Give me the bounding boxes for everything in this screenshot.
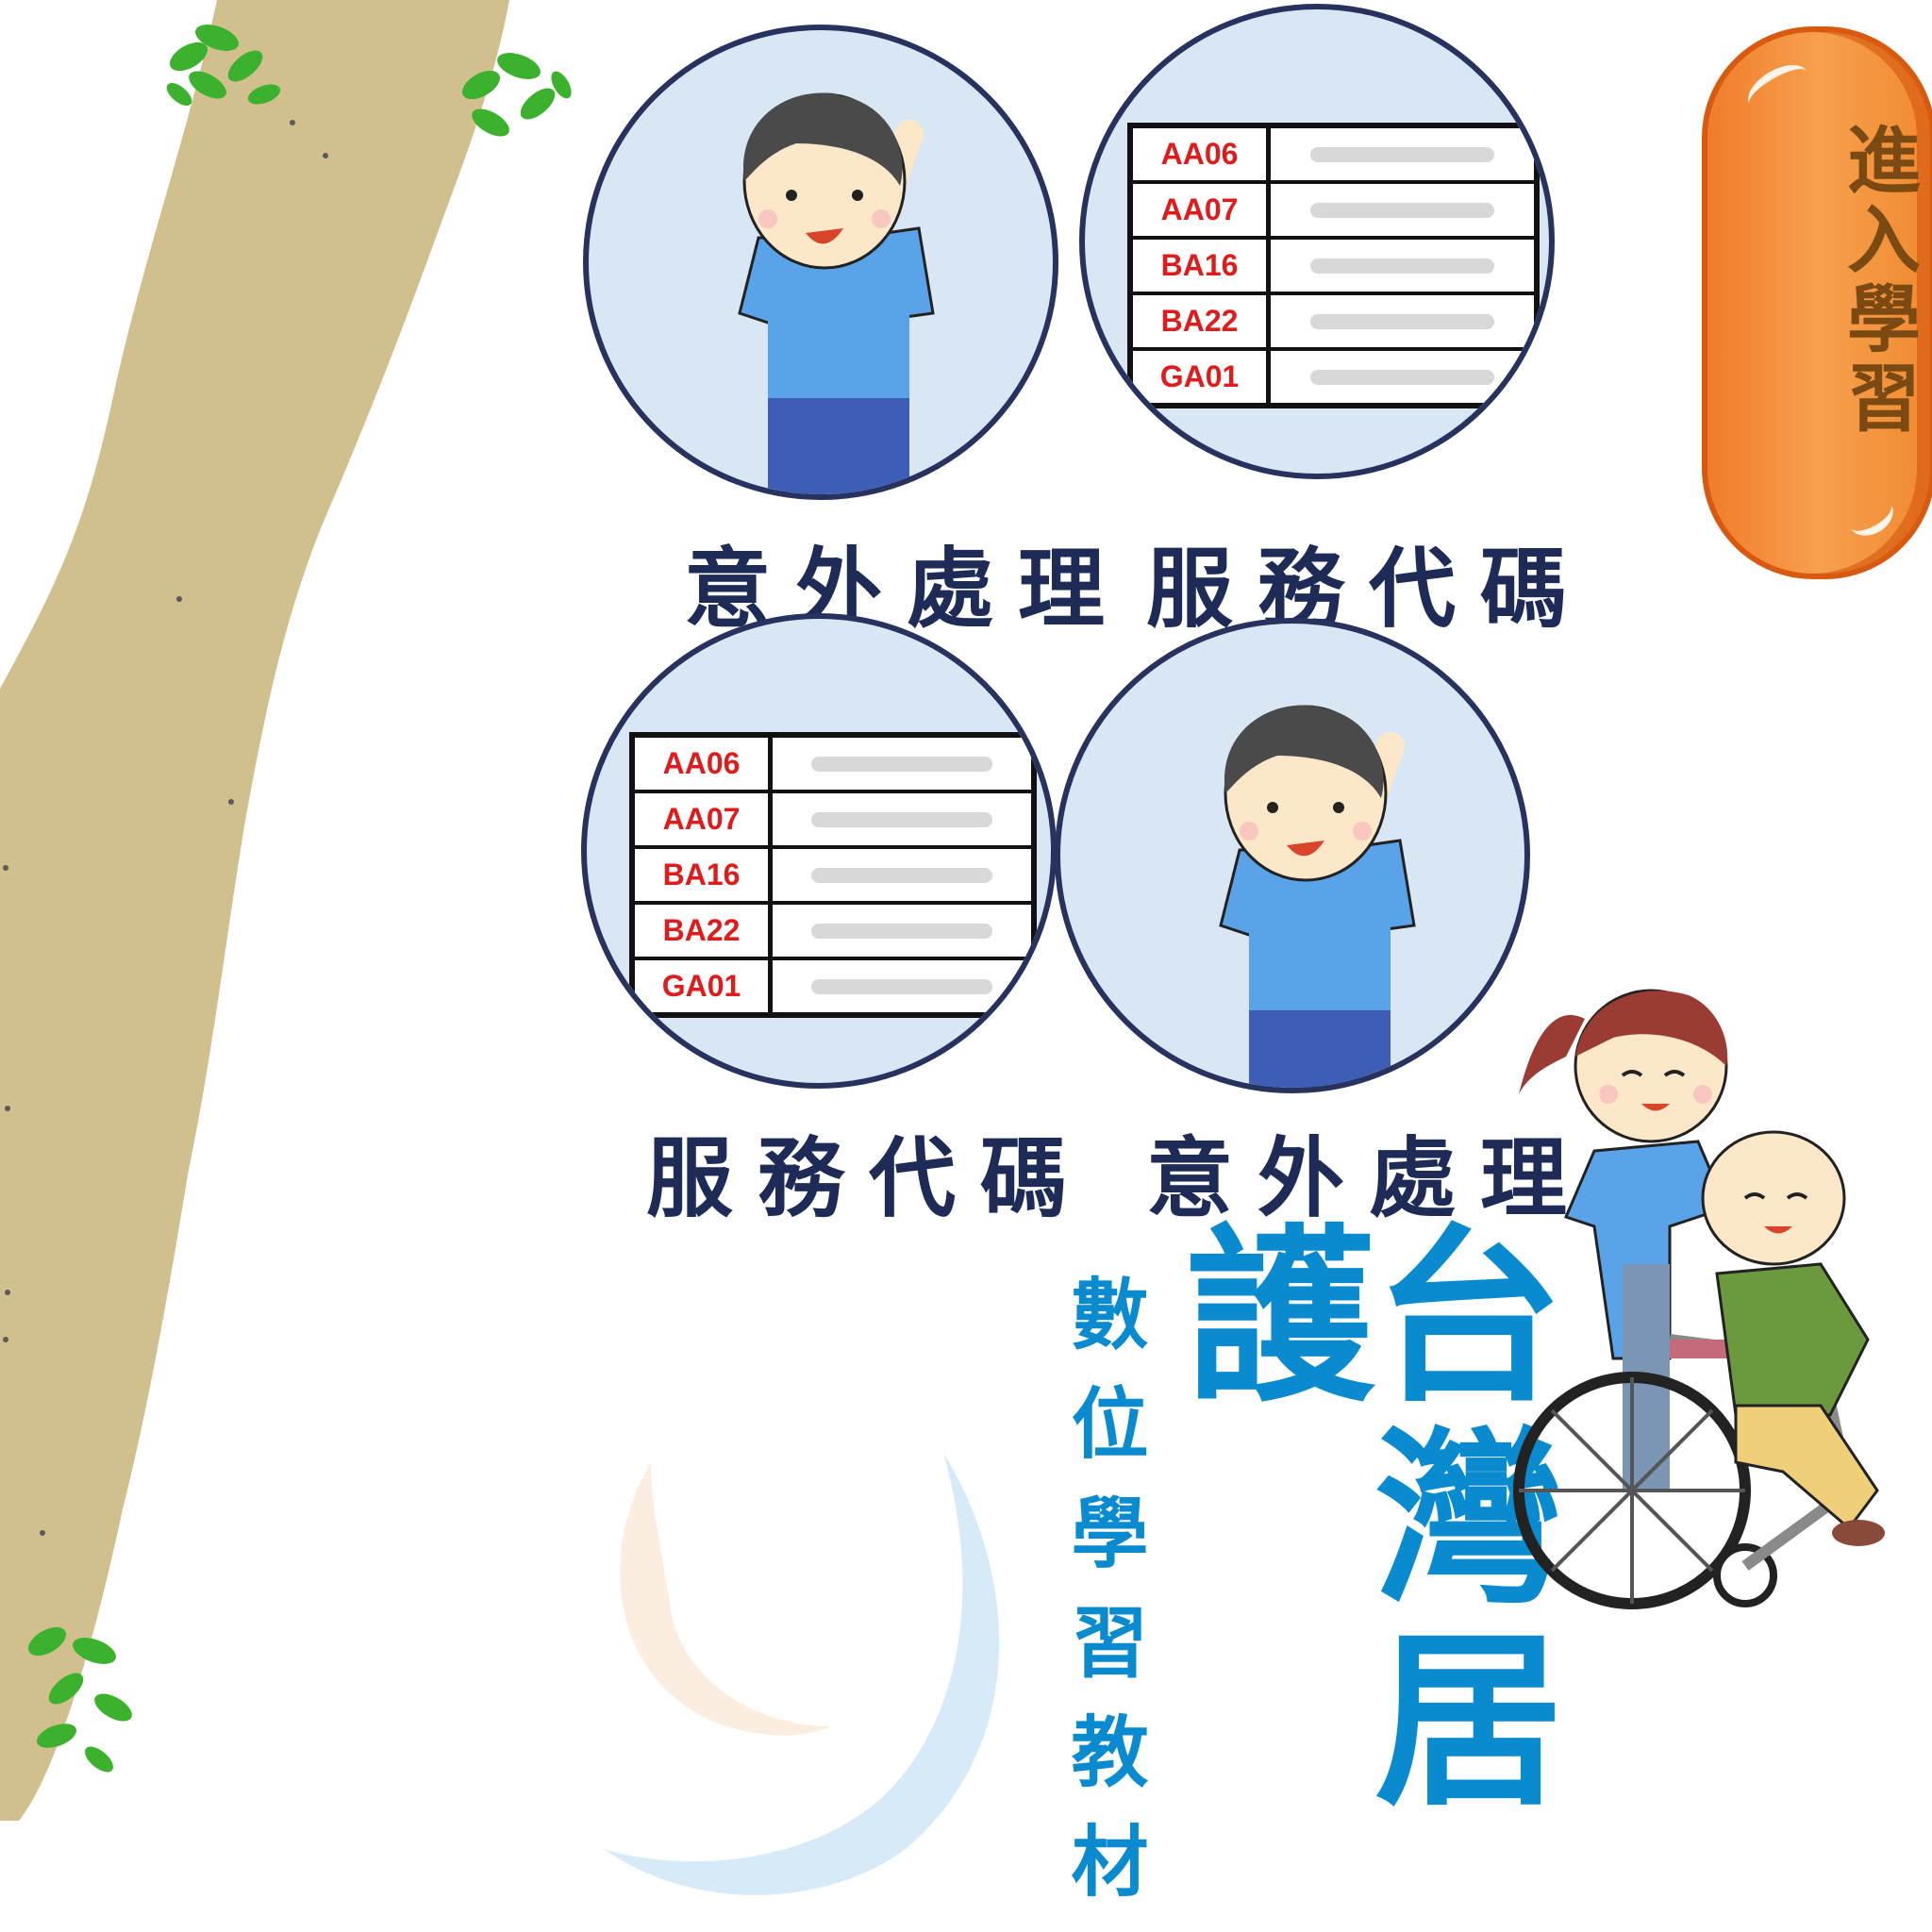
table-row: GA01 <box>635 960 1031 1012</box>
leaf-cluster-icon <box>166 25 281 106</box>
table-row: AA06 <box>635 738 1031 793</box>
leaf-cluster-icon <box>462 53 572 137</box>
table-row: GA01 <box>1133 351 1534 403</box>
shine-icon <box>1740 56 1816 120</box>
card-label: 服務代碼 <box>646 1127 1092 1229</box>
table-row: BA16 <box>1133 240 1534 295</box>
card-label: 意外處理 <box>1146 1127 1592 1229</box>
leaf-cluster-icon <box>28 1626 132 1773</box>
staff-figure-icon <box>738 92 935 494</box>
staff-figure-icon <box>1219 705 1416 1088</box>
brand-title: 台灣居護 <box>1153 1217 1561 1823</box>
logo-watermark-icon <box>604 1453 1000 1895</box>
table-row: BA22 <box>1133 295 1534 351</box>
card-accident-handling[interactable] <box>583 25 1058 500</box>
shine-icon <box>1840 489 1901 543</box>
service-code-table: AA06 AA07 BA16 BA22 GA01 <box>1127 123 1540 408</box>
card-accident-handling[interactable] <box>1055 618 1530 1093</box>
service-code-table: AA06 AA07 BA16 BA22 GA01 <box>629 732 1037 1018</box>
card-label: 服務代碼 <box>1146 538 1592 640</box>
caregiver-wheelchair-illustration <box>1513 989 1885 1609</box>
card-service-codes[interactable]: AA06 AA07 BA16 BA22 GA01 <box>1079 4 1555 479</box>
table-row: BA22 <box>635 905 1031 960</box>
brand-subtitle: 數位學習教材 <box>1058 1274 1148 1930</box>
enter-learning-label: 進入學習 <box>1835 122 1921 439</box>
table-row: BA16 <box>635 849 1031 905</box>
table-row: AA07 <box>635 793 1031 849</box>
tree-trunk <box>0 0 509 1821</box>
enter-learning-button[interactable]: 進入學習 <box>1702 26 1932 579</box>
card-service-codes[interactable]: AA06 AA07 BA16 BA22 GA01 <box>581 613 1057 1089</box>
table-row: AA07 <box>1133 184 1534 240</box>
table-row: AA06 <box>1133 128 1534 184</box>
